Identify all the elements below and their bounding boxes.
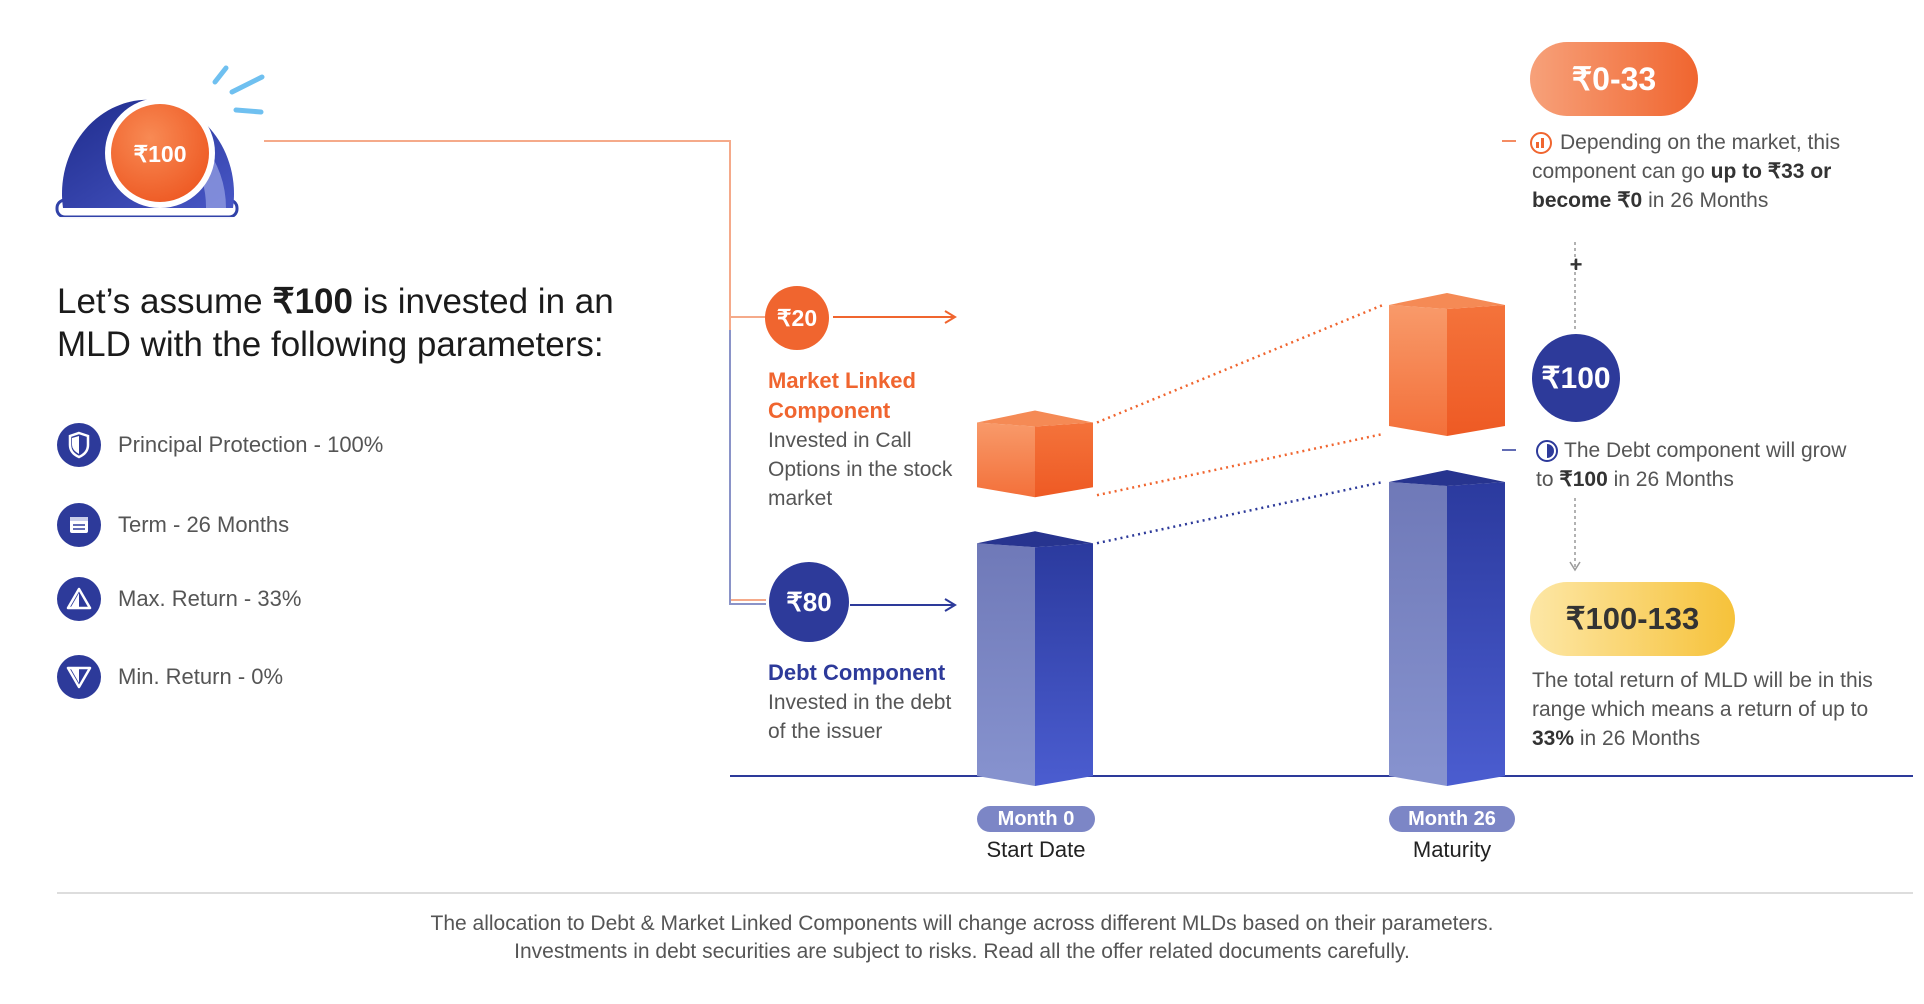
- footnote-line-2: Investments in debt securities are subje…: [514, 940, 1410, 963]
- bars-layer: [977, 292, 1505, 786]
- allocation-connectors: [264, 140, 957, 612]
- market-bar-0-side: [1035, 422, 1093, 498]
- sparkle-icon: [212, 65, 265, 115]
- debt-component-info: Debt Component Invested in the debt of t…: [768, 658, 968, 746]
- market-component-title: Market Linked Component: [768, 368, 916, 423]
- shield-icon: [57, 423, 101, 467]
- market-outcome-bold: up to ₹33 or become ₹0: [1532, 160, 1832, 212]
- param-max-return: Max. Return - 33%: [57, 575, 301, 623]
- debt-maturity-amount: ₹100: [1541, 361, 1611, 395]
- month-0-pill-bg: [977, 806, 1095, 832]
- plus-sign: +: [1569, 252, 1583, 277]
- total-outcome-post: in 26 Months: [1574, 727, 1701, 750]
- market-component-description: Invested in Call Options in the stock ma…: [768, 429, 953, 510]
- maturity-label: Maturity: [1412, 837, 1492, 862]
- param-label: Max. Return - 33%: [118, 586, 302, 611]
- debt-bar-0-front: [977, 543, 1035, 786]
- triangle-down-icon: [57, 655, 101, 699]
- calendar-icon: [57, 503, 101, 547]
- market-bar-1-front: [1389, 304, 1447, 436]
- headline-pre: Let’s assume: [57, 282, 273, 321]
- triangle-up-icon: [57, 577, 101, 621]
- debt-bar-0-side: [1035, 543, 1093, 786]
- total-outcome-pre: The total return of MLD will be in this …: [1532, 669, 1873, 721]
- param-principal: Principal Protection - 100%: [57, 421, 383, 469]
- market-amount-badge: ₹20: [765, 286, 829, 350]
- market-outcome-post: in 26 Months: [1642, 189, 1769, 212]
- debt-outcome-text: The Debt component will grow to ₹100 in …: [1536, 436, 1866, 494]
- headline-post: is invested in an MLD with the following…: [57, 282, 614, 364]
- param-label: Min. Return - 0%: [118, 664, 284, 689]
- market-outcome-text: Depending on the market, this component …: [1532, 128, 1902, 215]
- market-growth-bottom-line: [1096, 432, 1384, 497]
- headline: Let’s assume ₹100 is invested in an MLD …: [57, 280, 657, 366]
- total-range-badge: [1530, 582, 1735, 656]
- market-component-info: Market Linked Component Invested in Call…: [768, 366, 958, 513]
- debt-outcome-pre: The Debt component will grow to: [1536, 439, 1847, 491]
- total-outcome-text: The total return of MLD will be in this …: [1532, 666, 1877, 753]
- month-26-pill-bg: [1389, 806, 1515, 832]
- month-26-pill: Month 26: [1408, 808, 1496, 830]
- debt-bar-0: [977, 531, 1093, 786]
- param-label: Principal Protection - 100%: [118, 432, 384, 457]
- footnote-line-1: The allocation to Debt & Market Linked C…: [430, 912, 1494, 935]
- param-min-return: Min. Return - 0%: [57, 653, 283, 701]
- market-bar-0-front: [977, 422, 1035, 498]
- market-range-badge: [1530, 42, 1698, 116]
- market-bar-1-top: [1389, 292, 1505, 309]
- debt-bar-1-top: [1389, 470, 1505, 486]
- debt-maturity-badge: [1532, 334, 1620, 422]
- debt-outcome-bold: ₹100: [1559, 468, 1608, 491]
- hero-coin: [55, 65, 265, 263]
- total-outcome-bold: 33%: [1532, 727, 1575, 750]
- debt-bar-1-front: [1389, 482, 1447, 786]
- debt-outcome-post: in 26 Months: [1607, 468, 1734, 491]
- market-growth-top-line: [1096, 303, 1384, 424]
- debt-bar-0-top: [977, 531, 1093, 548]
- debt-growth-line: [1096, 480, 1384, 545]
- chart-icon: [1530, 132, 1552, 154]
- headline-amount: ₹100: [272, 282, 353, 321]
- month-0-pill: Month 0: [997, 808, 1075, 830]
- total-range: ₹100-133: [1565, 601, 1700, 636]
- debt-component-title: Debt Component: [768, 660, 946, 685]
- market-bar-1: [1389, 292, 1505, 436]
- market-bar-0-top: [977, 410, 1093, 427]
- hero-amount: ₹100: [133, 140, 187, 167]
- half-circle-icon: [1536, 440, 1558, 462]
- market-bar-0: [977, 410, 1093, 498]
- debt-bar-1-side: [1447, 482, 1505, 786]
- param-term: Term - 26 Months: [57, 501, 289, 549]
- outcome-flow: [1502, 140, 1581, 572]
- debt-amount-badge: ₹80: [769, 562, 849, 642]
- debt-component-description: Invested in the debt of the issuer: [768, 691, 952, 743]
- footnote: The allocation to Debt & Market Linked C…: [0, 910, 1924, 966]
- market-bar-1-side: [1447, 304, 1505, 436]
- market-outcome-pre: Depending on the market, this component …: [1532, 131, 1841, 183]
- debt-bar-1: [1389, 470, 1505, 786]
- market-range: ₹0-33: [1571, 61, 1657, 97]
- start-date-label: Start Date: [986, 837, 1086, 862]
- param-label: Term - 26 Months: [118, 512, 290, 537]
